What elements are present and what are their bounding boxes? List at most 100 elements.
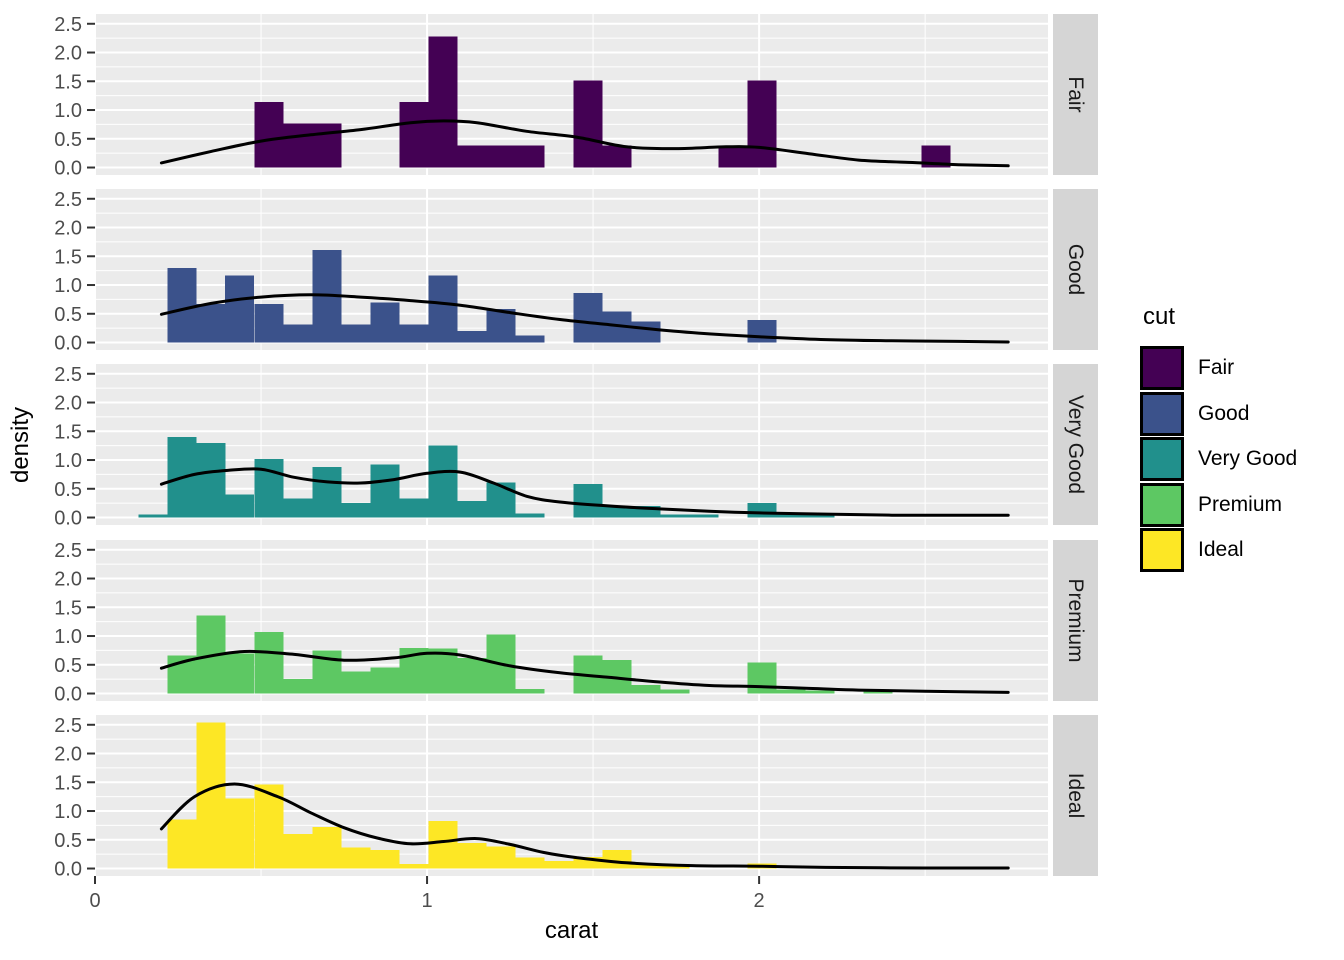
histogram-bar	[515, 145, 545, 168]
histogram-bar	[370, 667, 400, 694]
histogram-bar	[457, 500, 487, 518]
y-tick-label: 0.0	[54, 333, 82, 355]
histogram-bar	[341, 324, 371, 343]
y-tick-label: 1.5	[54, 772, 82, 794]
y-tick-label: 0.5	[54, 304, 82, 326]
histogram-bar	[863, 691, 893, 694]
y-tick-label: 2.5	[54, 189, 82, 211]
histogram-bar	[254, 632, 284, 694]
histogram-bar	[167, 819, 197, 869]
facet-strip	[1053, 364, 1098, 525]
histogram-bar	[225, 275, 255, 343]
facet-strip	[1053, 189, 1098, 350]
histogram-bar	[225, 653, 255, 694]
legend-key-ideal	[1140, 528, 1184, 572]
histogram-bar	[312, 466, 342, 518]
histogram-bar	[399, 102, 429, 168]
y-tick-label: 1.0	[54, 275, 82, 297]
histogram-bar	[573, 857, 603, 869]
histogram-bar	[428, 36, 458, 168]
histogram-bar	[370, 464, 400, 518]
histogram-bar	[747, 503, 777, 518]
y-axis-title: density	[7, 407, 34, 483]
legend-key-good	[1140, 391, 1184, 436]
histogram-bar	[399, 324, 429, 343]
x-axis-title: carat	[545, 917, 599, 944]
histogram-bar	[660, 514, 690, 518]
y-tick-label: 2.5	[54, 364, 82, 386]
y-tick-label: 2.0	[54, 744, 82, 766]
histogram-bar	[196, 722, 226, 869]
histogram-bar	[573, 293, 603, 343]
histogram-bar	[428, 648, 458, 694]
histogram-bar	[660, 689, 690, 694]
histogram-bar	[283, 834, 313, 869]
legend-item-premium: Premium	[1140, 482, 1297, 527]
y-tick-label: 1.0	[54, 801, 82, 823]
legend-label-good: Good	[1198, 401, 1250, 425]
histogram-bar	[225, 494, 255, 518]
histogram-bar	[254, 304, 284, 343]
histogram-bar	[457, 145, 487, 168]
histogram-bar	[631, 321, 661, 343]
histogram-bar	[399, 498, 429, 518]
y-tick-label: 1.5	[54, 246, 82, 268]
histogram-bar	[602, 145, 632, 168]
histogram-bar	[399, 863, 429, 869]
histogram-bar	[544, 861, 574, 869]
density-curve	[159, 293, 1010, 344]
facet-strip	[1053, 14, 1098, 175]
y-tick-label: 0.5	[54, 479, 82, 501]
histogram-bar	[486, 145, 516, 168]
y-tick-label: 1.0	[54, 450, 82, 472]
y-tick-label: 0.0	[54, 158, 82, 180]
legend-label-very-good: Very Good	[1198, 447, 1298, 470]
y-tick-label: 2.5	[54, 540, 82, 562]
density-curve	[159, 649, 1010, 694]
histogram-bar	[747, 320, 777, 343]
legend-item-very-good: Very Good	[1140, 437, 1297, 481]
legend-label-fair: Fair	[1198, 356, 1235, 379]
legend-label-ideal: Ideal	[1198, 538, 1244, 561]
legend-key-very-good	[1140, 437, 1184, 481]
histogram-bar	[718, 145, 748, 168]
histogram-bar	[341, 847, 371, 869]
histogram-bar	[283, 498, 313, 518]
histogram-bar	[370, 302, 400, 343]
histogram-bar	[486, 482, 516, 518]
histogram-bar	[689, 514, 719, 518]
histogram-bar	[428, 275, 458, 343]
legend-item-ideal: Ideal	[1140, 528, 1297, 572]
y-tick-label: 0.0	[54, 508, 82, 530]
histogram-bar	[747, 662, 777, 694]
histogram-bar	[254, 102, 284, 168]
facet-strip-label: Ideal	[1064, 773, 1087, 819]
x-tick-label: 1	[421, 890, 432, 912]
histogram-bar	[573, 484, 603, 518]
y-tick-label: 0.0	[54, 684, 82, 706]
y-tick-label: 2.0	[54, 393, 82, 415]
y-tick-label: 2.0	[54, 218, 82, 240]
histogram-bar	[660, 865, 690, 869]
histogram-bar	[515, 857, 545, 869]
legend-key-premium	[1140, 482, 1184, 527]
legend-label-premium: Premium	[1198, 492, 1283, 516]
y-tick-label: 1.5	[54, 421, 82, 443]
histogram-bar	[805, 514, 835, 518]
facet-strip-label: Premium	[1064, 578, 1087, 662]
y-tick-label: 1.5	[54, 597, 82, 619]
legend-title: cut	[1143, 303, 1176, 330]
facet-strip	[1053, 715, 1098, 876]
histogram-bar	[312, 827, 342, 869]
y-tick-label: 1.5	[54, 71, 82, 93]
x-tick-label: 0	[89, 890, 100, 912]
histogram-bar	[573, 80, 603, 168]
histogram-bar	[167, 267, 197, 343]
histogram-bar	[515, 513, 545, 518]
histogram-bar	[196, 442, 226, 518]
histogram-bar	[457, 843, 487, 869]
facet-strip	[1053, 540, 1098, 701]
histogram-bar	[283, 324, 313, 343]
